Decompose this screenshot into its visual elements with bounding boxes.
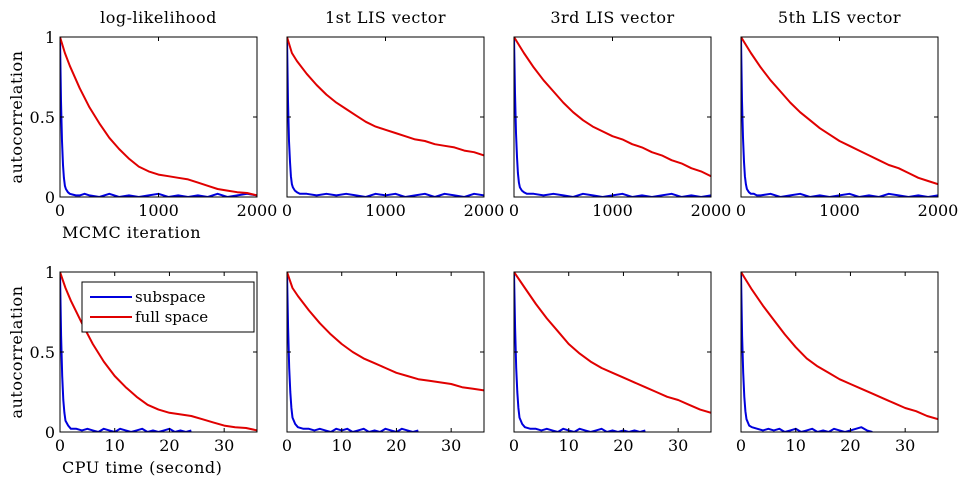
legend-entry: subspace [135,288,206,306]
x-tick-label: 10 [559,436,579,455]
x-tick-label: 2000 [237,201,278,220]
full-space-series-line [514,37,711,178]
subspace-series-line [514,272,646,432]
x-tick-label: 10 [105,436,125,455]
panel-r1-c2: 0 10 20 30 [509,271,712,455]
x-tick-label: 30 [441,436,461,455]
subspace-series-line [741,37,938,197]
x-tick-label: 20 [386,436,406,455]
panel-title: log-likelihood [100,8,217,27]
axes-frame [513,271,712,433]
x-tick-label: 10 [786,436,806,455]
panel-title: 3rd LIS vector [550,8,674,27]
y-axis-label: autocorrelation [7,51,26,184]
axes-frame [286,36,485,198]
y-tick-label: 0.5 [30,343,55,362]
x-tick-label: 1000 [365,201,406,220]
panel-title: 5th LIS vector [778,8,901,27]
y-axis-label: autocorrelation [7,286,26,419]
legend-entry: full space [135,308,208,326]
x-tick-label: 0 [282,201,292,220]
subspace-series-line [514,37,711,197]
axes-frame [286,271,485,433]
x-tick-label: 30 [214,436,234,455]
y-tick-label: 0 [45,188,55,207]
full-space-series-line [287,272,484,392]
x-tick-label: 0 [55,436,65,455]
x-tick-label: 10 [332,436,352,455]
subspace-series-line [741,272,873,432]
panel-r0-c2: 0 1000 2000 3rd LIS vector [509,8,731,220]
x-axis-label: CPU time (second) [62,458,222,477]
panel-r1-c1: 0 10 20 30 [282,271,485,455]
full-space-series-line [287,37,484,157]
x-tick-label: 0 [55,201,65,220]
x-tick-label: 20 [613,436,633,455]
x-tick-label: 1000 [592,201,633,220]
y-tick-label: 1 [45,263,55,282]
legend-box [81,281,255,333]
panel-r0-c3: 0 1000 2000 5th LIS vector [736,8,958,220]
subspace-series-line [287,37,484,197]
full-space-series-line [514,272,711,414]
x-tick-label: 30 [895,436,915,455]
panel-r0-c1: 0 1000 2000 1st LIS vector [282,8,504,220]
panel-r1-c3: 0 10 20 30 [736,271,939,455]
subspace-series-line [287,272,419,432]
x-axis-label: MCMC iteration [62,223,201,242]
x-tick-label: 0 [509,436,519,455]
x-tick-label: 2000 [691,201,732,220]
x-tick-label: 2000 [464,201,505,220]
panel-title: 1st LIS vector [325,8,446,27]
axes-frame [59,36,258,198]
x-tick-label: 30 [668,436,688,455]
x-tick-label: 2000 [918,201,959,220]
y-tick-label: 0 [45,423,55,442]
x-tick-label: 20 [159,436,179,455]
panel-r1-c0: 0 10 20 30 0 0.5 1 CPU time (second) autocorrela… [7,263,258,477]
x-tick-label: 0 [509,201,519,220]
x-tick-label: 0 [736,201,746,220]
full-space-series-line [741,37,938,186]
full-space-series-line [60,37,257,197]
panel-r0-c0: 0 1000 2000 0 0.5 1 log-likelihood MCMC iterati… [7,8,277,242]
subspace-series-line [60,272,192,432]
y-tick-label: 1 [45,28,55,47]
x-tick-label: 0 [736,436,746,455]
y-tick-label: 0.5 [30,108,55,127]
x-tick-label: 0 [282,436,292,455]
subspace-series-line [60,37,257,197]
x-tick-label: 20 [840,436,860,455]
legend: subspace full space [81,281,255,333]
axes-frame [513,36,712,198]
x-tick-label: 1000 [138,201,179,220]
full-space-series-line [741,272,938,421]
x-tick-label: 1000 [819,201,860,220]
